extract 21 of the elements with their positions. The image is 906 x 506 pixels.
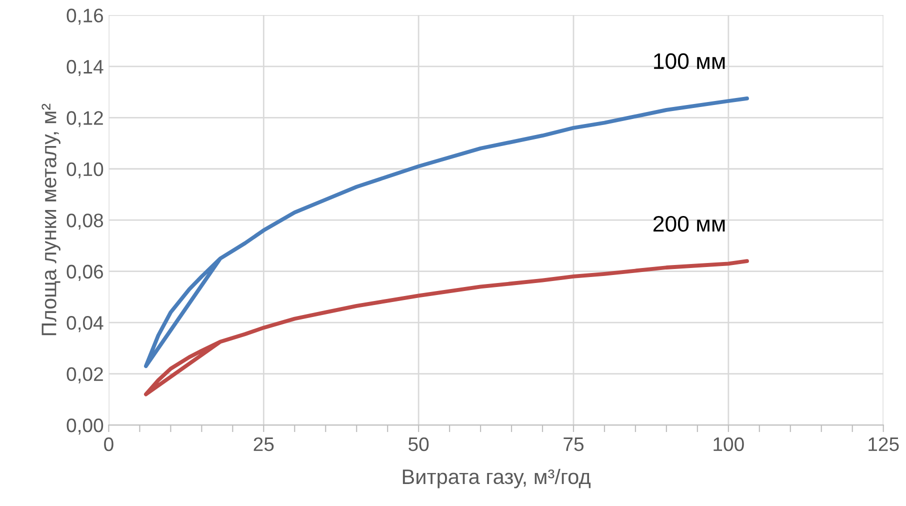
x-tick-label: 100 <box>714 437 744 452</box>
y-axis-title: Площа лунки металу, м² <box>42 104 60 336</box>
y-tick-label: 0,10 <box>66 162 104 178</box>
y-tick-label: 0,14 <box>66 60 104 76</box>
line-series <box>144 96 749 368</box>
x-tick-label: 50 <box>408 437 429 452</box>
series-label: 200 мм <box>654 216 725 232</box>
y-tick-label: 0,08 <box>66 214 104 230</box>
y-tick-label: 0,12 <box>66 111 103 128</box>
x-tick-label: 0 <box>104 437 114 452</box>
y-tick-label: 0,06 <box>66 264 104 281</box>
line-series <box>144 259 749 396</box>
x-tick-label: 125 <box>868 437 899 452</box>
y-tick-label: 0,04 <box>66 316 104 332</box>
y-tick-label: 0,00 <box>66 418 104 435</box>
x-tick-label: 25 <box>254 437 274 452</box>
x-axis-title: Витрата газу, м³/год <box>402 468 590 488</box>
series-label: 100 мм <box>654 53 725 70</box>
y-tick-label: 0,02 <box>66 367 103 384</box>
x-tick-label: 75 <box>564 438 584 452</box>
y-tick-label: 0,16 <box>66 8 104 25</box>
